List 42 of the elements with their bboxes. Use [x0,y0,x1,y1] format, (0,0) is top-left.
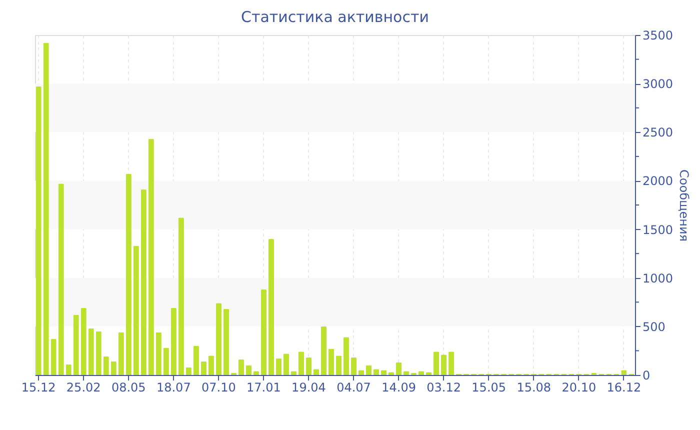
y-tick-label: 1500 [642,222,674,237]
y-tick-label: 2500 [642,126,674,140]
y-tick-label: 500 [642,320,666,334]
x-tick-label: 03.12 [426,380,461,394]
x-tick-label: 14.09 [382,380,416,394]
x-tick-label: 07.10 [202,380,236,394]
chart-title: Статистика активности [241,8,429,26]
bar [246,365,252,375]
y-tick-label: 3000 [642,77,674,92]
x-tick-label: 15.05 [472,380,506,394]
bar [306,358,312,375]
y-tick-label: 0 [642,368,650,382]
bar [313,369,320,375]
x-tick-label: 15.12 [21,380,56,394]
bar [276,358,282,375]
bar [350,358,357,375]
bar [366,365,372,375]
bar [238,359,244,375]
x-tick-label: 15.08 [516,380,552,394]
y-tick-label: 2000 [642,174,674,188]
x-tick-label: 19.04 [292,380,326,394]
y-tick-label: 3500 [642,28,674,42]
bar [343,337,350,375]
bar [434,352,440,375]
x-tick-label: 17.01 [246,380,281,394]
bar [336,356,342,375]
bar [260,290,267,375]
bar [373,369,380,375]
x-tick-label: 04.07 [336,380,371,394]
bar [298,352,304,375]
bar [268,239,274,375]
bar [283,354,290,375]
bar [320,326,327,375]
x-tick-label: 08.05 [111,380,146,394]
y-tick-label: 1000 [642,271,674,286]
x-tick-label: 25.02 [66,380,101,394]
y-axis-title: Сообщения [677,169,692,242]
x-tick-label: 16.12 [606,380,642,394]
bar [328,348,334,375]
x-tick-label: 18.07 [156,380,191,394]
bar [396,362,402,375]
x-tick-label: 20.10 [562,380,596,394]
